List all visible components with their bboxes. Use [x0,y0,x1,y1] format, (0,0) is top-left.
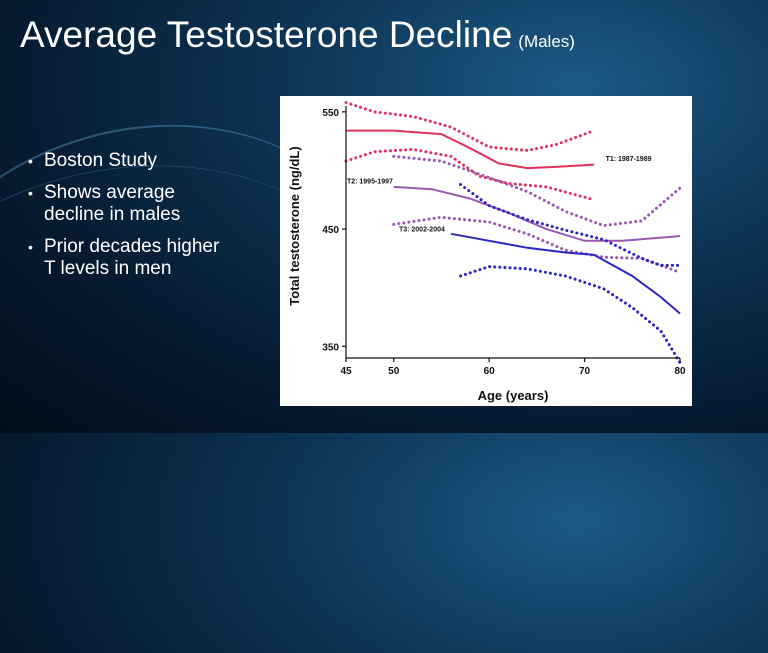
bullet-item: • Boston Study [28,150,228,172]
slide-title-main: Average Testosterone Decline [20,14,513,55]
series-label-t1: T1: 1987-1989 [606,156,652,163]
y-tick-label: 350 [322,342,339,353]
bullet-text: Prior decades higher T levels in men [44,236,220,279]
testosterone-chart: 350 450 550 45 50 60 70 80 Age (years) Total te… [287,101,686,403]
bullet-glyph: • [28,185,33,201]
series-t2-upper-ci [392,154,682,228]
x-tick-label: 50 [388,366,400,377]
y-axis-label: Total testosterone (ng/dL) [287,146,302,305]
x-axis-label: Age (years) [478,388,549,403]
x-tick-label: 80 [674,366,686,377]
bullet-glyph: • [28,239,33,255]
y-tick-label: 450 [322,225,339,236]
series-t3-lower-ci [459,265,682,365]
series-t3-mean-line [450,232,681,315]
bullet-glyph: • [28,153,33,169]
series-label-t3: T3: 2002-2004 [399,226,445,233]
chart-marks [344,101,682,365]
slide-title-subtitle: (Males) [518,32,575,51]
x-tick-label: 45 [340,366,352,377]
bullet-item: • Shows average decline in males [28,182,228,226]
series-t1-lower-ci [344,147,596,202]
series-label-t2: T2: 1995-1997 [347,178,393,185]
x-tick-label: 60 [484,366,496,377]
series-t2-mean-line [393,185,681,242]
bullet-item: • Prior decades higher T levels in men [28,236,228,280]
bullet-list: • Boston Study • Shows average decline in … [28,150,228,290]
axis-ticks: 350 450 550 45 50 60 70 80 [322,108,686,377]
series-t1-mean-line [346,129,595,170]
bullet-text: Shows average decline in males [44,182,181,225]
slide-title: Average Testosterone Decline (Males) [20,14,575,56]
series-t1-upper-ci [344,101,596,153]
series-t3-upper-ci [459,183,682,267]
chart-panel: 350 450 550 45 50 60 70 80 Age (years) Total te… [280,96,692,406]
y-tick-label: 550 [322,108,339,119]
series-t2-lower-ci [392,215,682,274]
bullet-text: Boston Study [44,150,158,171]
x-tick-label: 70 [579,366,591,377]
